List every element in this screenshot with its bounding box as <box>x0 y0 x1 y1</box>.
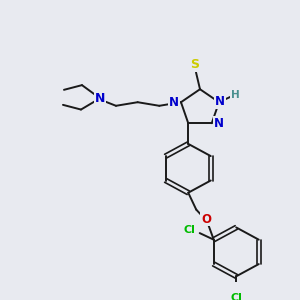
Text: Cl: Cl <box>184 225 196 235</box>
Text: Cl: Cl <box>230 293 242 300</box>
Text: N: N <box>95 92 105 105</box>
Text: N: N <box>169 96 179 109</box>
Text: O: O <box>201 212 211 226</box>
Text: S: S <box>190 58 200 71</box>
Text: N: N <box>215 95 225 108</box>
Text: N: N <box>214 117 224 130</box>
Text: H: H <box>231 90 239 100</box>
